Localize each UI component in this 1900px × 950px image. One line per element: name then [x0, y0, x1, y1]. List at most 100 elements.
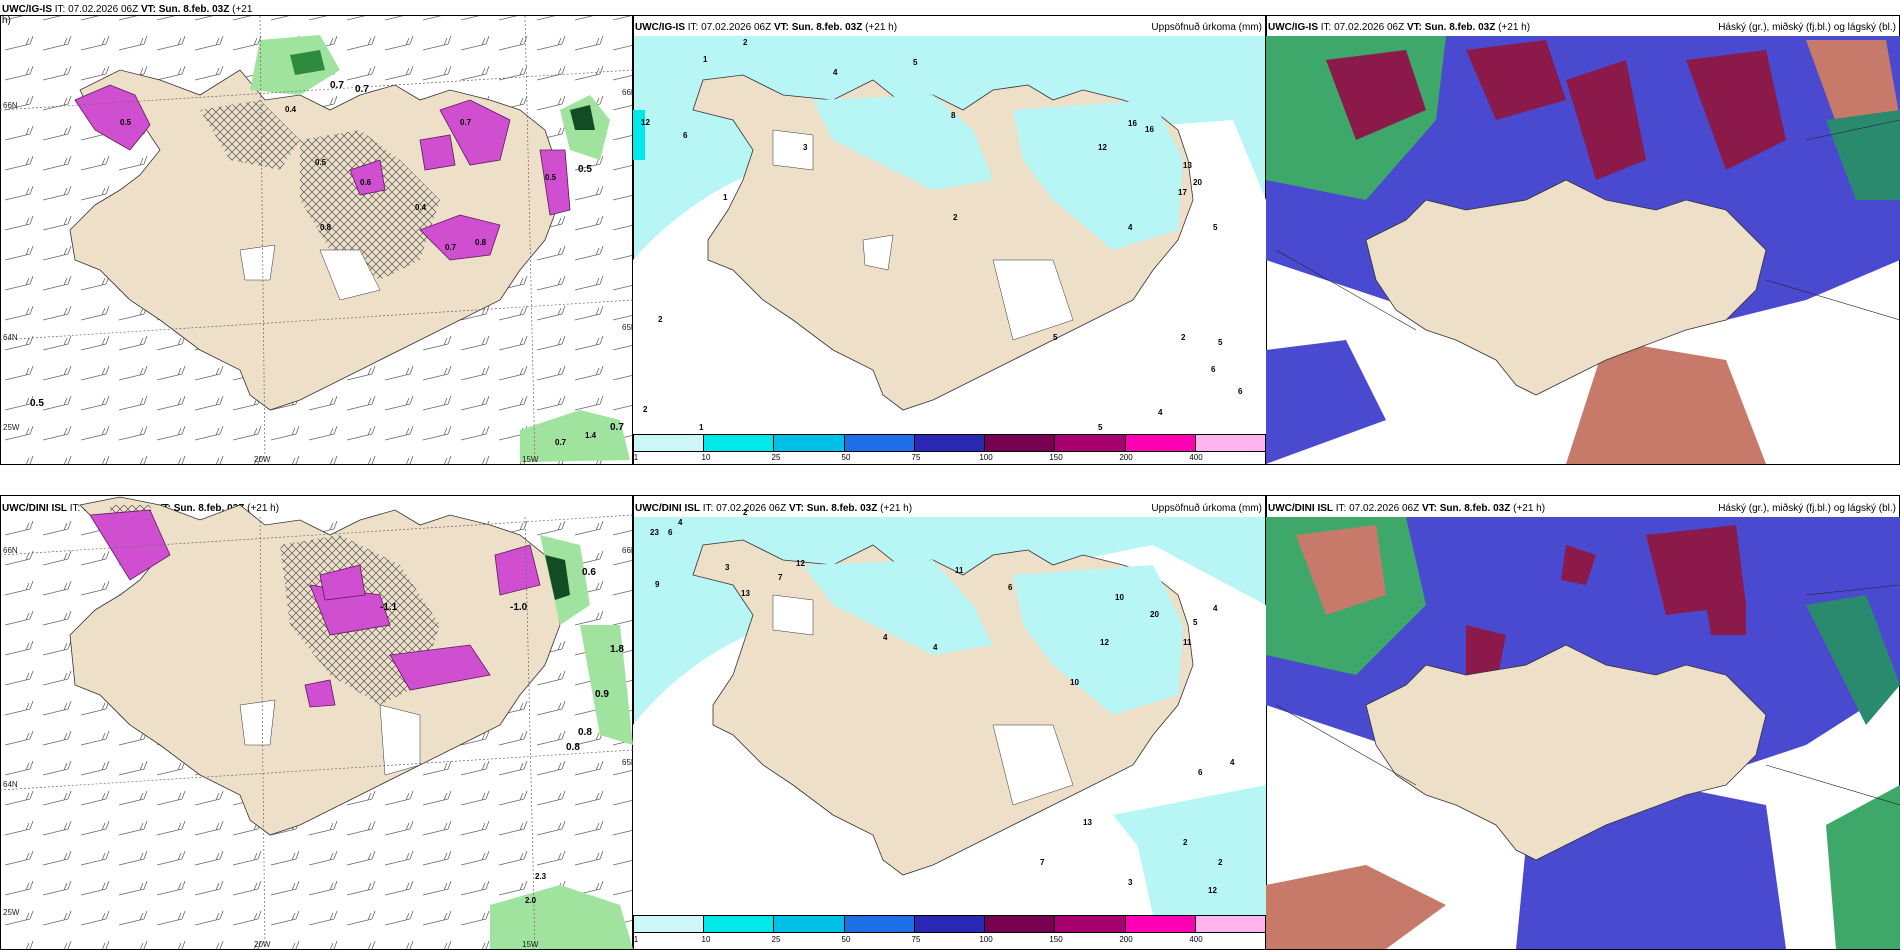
- svg-text:13: 13: [741, 589, 750, 598]
- svg-text:3: 3: [725, 563, 730, 572]
- svg-text:12: 12: [1098, 143, 1107, 152]
- svg-text:2.0: 2.0: [525, 896, 537, 905]
- svg-text:6: 6: [1238, 387, 1243, 396]
- svg-text:66N: 66N: [622, 88, 633, 97]
- svg-text:4: 4: [883, 633, 888, 642]
- svg-text:0.4: 0.4: [415, 203, 427, 212]
- svg-text:66N: 66N: [622, 546, 633, 555]
- svg-text:0.8: 0.8: [320, 223, 332, 232]
- panel-ig-is-clouds: UWC/IG-IS IT: 07.02.2026 06Z VT: Sun. 8.…: [1266, 0, 1900, 465]
- svg-text:13: 13: [1083, 818, 1092, 827]
- svg-text:4: 4: [1213, 604, 1218, 613]
- svg-text:2: 2: [1183, 838, 1188, 847]
- svg-text:4: 4: [833, 68, 838, 77]
- panel-dini-precip: UWC/DINI ISL IT: 07.02.2026 06Z VT: Sun.…: [633, 485, 1266, 950]
- svg-text:25W: 25W: [3, 423, 20, 432]
- svg-text:2: 2: [743, 508, 748, 517]
- svg-text:0.7: 0.7: [555, 438, 567, 447]
- colorbar-swatch: [1055, 916, 1126, 932]
- panel-title: UWC/IG-IS IT: 07.02.2026 06Z VT: Sun. 8.…: [635, 22, 898, 33]
- svg-text:11: 11: [1183, 638, 1192, 647]
- map-wind-snow: 66N 64N 66N 65N 25W 20W 15W -1.1 -1.0 0.…: [0, 496, 633, 950]
- svg-text:0.8: 0.8: [475, 238, 487, 247]
- colorbar-swatch: [1195, 916, 1265, 932]
- svg-text:6: 6: [668, 528, 673, 537]
- colorbar-swatch: [985, 435, 1056, 451]
- svg-text:-1.1: -1.1: [380, 602, 398, 613]
- svg-text:8: 8: [951, 111, 956, 120]
- svg-text:0.5: 0.5: [545, 173, 557, 182]
- svg-text:7: 7: [778, 573, 783, 582]
- svg-text:12: 12: [1100, 638, 1109, 647]
- svg-text:1: 1: [723, 193, 728, 202]
- svg-text:4: 4: [1128, 223, 1133, 232]
- svg-text:0.8: 0.8: [578, 727, 592, 738]
- panel-subtitle: Uppsöfnuð úrkoma (mm): [1151, 22, 1262, 33]
- svg-text:0.4: 0.4: [285, 105, 297, 114]
- svg-text:3: 3: [803, 143, 808, 152]
- colorbar-swatch: [844, 916, 915, 932]
- svg-text:5: 5: [1098, 423, 1103, 432]
- panel-ig-is-precip: UWC/IG-IS IT: 07.02.2026 06Z VT: Sun. 8.…: [633, 0, 1266, 465]
- svg-text:65N: 65N: [622, 758, 633, 767]
- svg-text:23: 23: [650, 528, 659, 537]
- colorbar-swatch: [634, 435, 705, 451]
- svg-text:64N: 64N: [3, 780, 18, 789]
- svg-text:0.7: 0.7: [460, 118, 472, 127]
- svg-text:65N: 65N: [622, 323, 633, 332]
- panel-subtitle: Háský (gr.), miðský (fj.bl.) og lágský (…: [1718, 22, 1896, 33]
- svg-text:1.4: 1.4: [585, 431, 597, 440]
- svg-text:5: 5: [1218, 338, 1223, 347]
- svg-text:5: 5: [1213, 223, 1218, 232]
- colorbar-ticks: 1 10 25 50 75 100 150 200 400: [633, 453, 1203, 462]
- panel-dini-wind: UWC/DINI ISL IT: 07.02.2026 06Z VT: Sun.…: [0, 485, 633, 950]
- svg-text:12: 12: [641, 118, 650, 127]
- colorbar-swatch: [985, 916, 1056, 932]
- svg-text:0.7: 0.7: [445, 243, 457, 252]
- svg-text:20W: 20W: [254, 940, 271, 949]
- svg-text:6: 6: [1198, 768, 1203, 777]
- svg-text:1: 1: [703, 55, 708, 64]
- svg-text:2: 2: [953, 213, 958, 222]
- svg-text:0.5: 0.5: [30, 398, 44, 409]
- svg-text:6: 6: [683, 131, 688, 140]
- svg-text:5: 5: [913, 58, 918, 67]
- svg-text:10: 10: [1115, 593, 1124, 602]
- svg-text:0.5: 0.5: [578, 164, 592, 175]
- panel-title: UWC/DINI ISL IT: 07.02.2026 06Z VT: Sun.…: [1268, 503, 1546, 514]
- svg-text:5: 5: [1193, 618, 1198, 627]
- iceland-landmass: [1365, 179, 1767, 396]
- svg-text:2: 2: [743, 38, 748, 47]
- svg-text:25W: 25W: [3, 908, 20, 917]
- svg-text:0.5: 0.5: [315, 158, 327, 167]
- svg-text:16: 16: [1145, 125, 1154, 134]
- svg-text:0.6: 0.6: [360, 178, 372, 187]
- svg-text:9: 9: [655, 580, 660, 589]
- svg-text:16: 16: [1128, 119, 1137, 128]
- svg-text:0.5: 0.5: [120, 118, 132, 127]
- svg-text:17: 17: [1178, 188, 1187, 197]
- colorbar-ticks: 1 10 25 50 75 100 150 200 400: [633, 935, 1203, 944]
- svg-text:2: 2: [1218, 858, 1223, 867]
- svg-text:13: 13: [1183, 161, 1192, 170]
- map-precip: 4 2 6 9 13 7 11 12 3 4 4 6 10 12 20 23 1…: [633, 508, 1266, 915]
- map-clouds: [1266, 517, 1900, 949]
- panel-title: UWC/IG-IS IT: 07.02.2026 06Z VT: Sun. 8.…: [1268, 22, 1531, 33]
- svg-text:4: 4: [933, 643, 938, 652]
- svg-text:3: 3: [1128, 878, 1133, 887]
- svg-text:4: 4: [1230, 758, 1235, 767]
- svg-text:66N: 66N: [3, 546, 18, 555]
- svg-text:20W: 20W: [254, 455, 271, 464]
- map-precip: 1 2 4 5 6 12 2 2 3 1 8 13 17 20 16 5 6 4…: [633, 36, 1266, 434]
- svg-text:0.7: 0.7: [355, 84, 369, 95]
- svg-text:2: 2: [658, 315, 663, 324]
- svg-text:0.8: 0.8: [566, 742, 580, 753]
- colorbar-swatch: [1125, 916, 1196, 932]
- svg-text:15W: 15W: [522, 940, 539, 949]
- svg-text:20: 20: [1150, 610, 1159, 619]
- precip-colorbar: [633, 434, 1266, 452]
- colorbar-swatch: [1195, 435, 1265, 451]
- colorbar-swatch: [844, 435, 915, 451]
- panel-subtitle: Háský (gr.), miðský (fj.bl.) og lágský (…: [1718, 503, 1896, 514]
- svg-text:2: 2: [643, 405, 648, 414]
